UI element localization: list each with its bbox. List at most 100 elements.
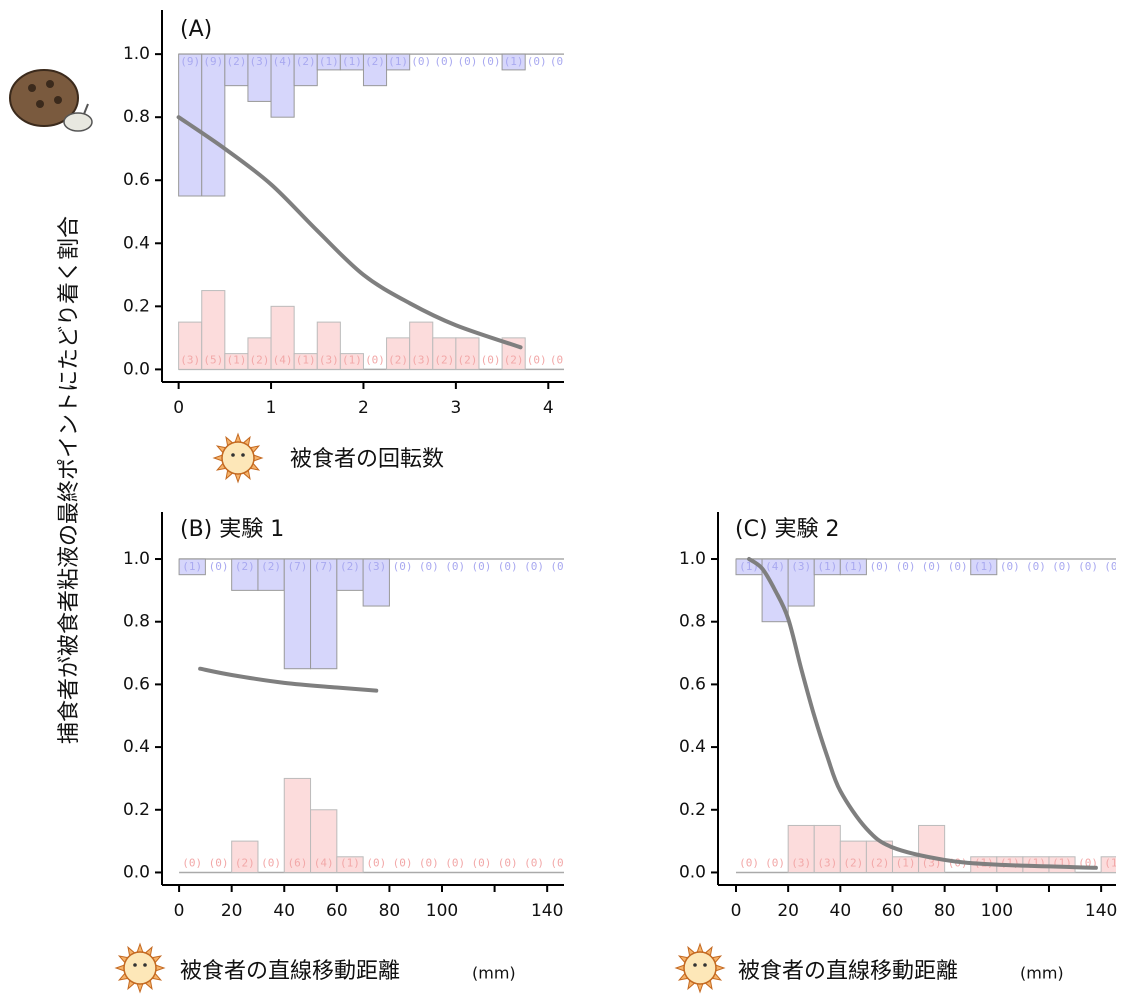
- bottom-count-label: (0): [365, 353, 385, 366]
- x-tick-label: 60: [326, 901, 348, 921]
- bottom-count-label: (0): [419, 856, 439, 869]
- y-tick-label: 0.2: [679, 800, 706, 820]
- fit-curve: [179, 117, 521, 347]
- y-tick-label: 1.0: [123, 549, 150, 569]
- bottom-count-label: (4): [273, 353, 293, 366]
- y-tick-label: 0.8: [123, 612, 150, 632]
- prey-icon-eye: [231, 453, 235, 457]
- top-bar: [284, 559, 310, 669]
- plot-area: (9)(9)(2)(3)(4)(2)(1)(1)(2)(1)(0)(0)(0)(…: [179, 54, 570, 369]
- bottom-count-label: (1): [296, 353, 316, 366]
- y-axis-label: 捕食者が被食者粘液の最終ポイントにたどり着く割合: [57, 216, 82, 744]
- y-tick-label: 0.2: [123, 800, 150, 820]
- x-tick-label: 40: [830, 901, 852, 921]
- top-count-label: (0): [472, 560, 492, 573]
- y-tick-label: 0.8: [123, 107, 150, 127]
- top-count-label: (1): [388, 55, 408, 68]
- bottom-count-label: (0): [550, 856, 570, 869]
- top-count-label: (0): [922, 560, 942, 573]
- x-tick-label: 40: [273, 901, 295, 921]
- top-count-label: (1): [319, 55, 339, 68]
- top-count-label: (0): [411, 55, 431, 68]
- bottom-count-label: (0): [366, 856, 386, 869]
- x-tick-label: 100: [426, 901, 458, 921]
- top-count-label: (1): [182, 560, 202, 573]
- bottom-count-label: (0): [472, 856, 492, 869]
- plot-area: (1) (0) (2) (2) (7) (7) (2) (3) (0) (0) (0) (0) (0) (…: [179, 559, 570, 872]
- top-bar: [311, 559, 337, 669]
- x-tick-label: 140: [531, 901, 563, 921]
- x-tick-label: 0: [173, 398, 184, 418]
- top-count-label: (0): [209, 560, 229, 573]
- x-tick-label: 80: [934, 901, 956, 921]
- top-count-label: (0): [948, 560, 968, 573]
- top-count-label: (1): [843, 560, 863, 573]
- prey-icon-eye: [241, 453, 245, 457]
- top-count-label: (0): [524, 560, 544, 573]
- bottom-count-label: (0): [182, 856, 202, 869]
- bottom-count-label: (0): [261, 856, 281, 869]
- top-count-label: (0): [1078, 560, 1098, 573]
- y-tick-label: 0.4: [123, 233, 150, 253]
- x-tick-label: 20: [777, 901, 799, 921]
- top-count-label: (2): [261, 560, 281, 573]
- bottom-count-label: (2): [843, 856, 863, 869]
- x-tick-label: 100: [981, 901, 1013, 921]
- bottom-count-label: (1): [340, 856, 360, 869]
- top-count-label: (1): [342, 55, 362, 68]
- top-count-label: (1): [817, 560, 837, 573]
- y-tick-label: 1.0: [123, 44, 150, 64]
- top-count-label: (2): [340, 560, 360, 573]
- bottom-count-label: (2): [235, 856, 255, 869]
- bottom-count-label: (0): [481, 353, 501, 366]
- y-tick-label: 1.0: [679, 549, 706, 569]
- prey-icon-eye: [693, 963, 697, 967]
- x-axis-label: 被食者の回転数: [290, 447, 444, 472]
- x-tick-label: 2: [358, 398, 369, 418]
- top-count-label: (0): [481, 55, 501, 68]
- top-count-label: (0): [1052, 560, 1072, 573]
- bottom-count-label: (2): [504, 353, 524, 366]
- top-count-label: (3): [791, 560, 811, 573]
- panel-title: (A): [180, 17, 212, 42]
- bottom-count-label: (3): [319, 353, 339, 366]
- x-tick-label: 80: [379, 901, 401, 921]
- bottom-count-label: (0): [524, 856, 544, 869]
- prey-icon-eye: [703, 963, 707, 967]
- y-tick-label: 0.6: [679, 674, 706, 694]
- prey-icon-body: [222, 442, 254, 474]
- top-count-label: (7): [314, 560, 334, 573]
- top-count-label: (0): [1000, 560, 1020, 573]
- x-axis-label: 被食者の直線移動距離: [738, 959, 958, 984]
- top-count-label: (4): [765, 560, 785, 573]
- bottom-count-label: (1): [896, 856, 916, 869]
- y-tick-label: 0.2: [123, 296, 150, 316]
- top-count-label: (0): [550, 55, 570, 68]
- bottom-count-label: (1): [342, 353, 362, 366]
- x-axis-unit: (mm): [472, 964, 516, 983]
- bottom-count-label: (0): [739, 856, 759, 869]
- bottom-count-label: (6): [287, 856, 307, 869]
- top-count-label: (2): [296, 55, 316, 68]
- x-tick-label: 140: [1085, 901, 1117, 921]
- x-tick-label: 20: [221, 901, 243, 921]
- top-count-label: (7): [287, 560, 307, 573]
- prey-icon: [676, 944, 724, 992]
- top-count-label: (0): [1104, 560, 1124, 573]
- bottom-count-label: (3): [411, 353, 431, 366]
- x-tick-label: 3: [450, 398, 461, 418]
- top-count-label: (2): [226, 55, 246, 68]
- bottom-count-label: (5): [203, 353, 223, 366]
- top-count-label: (0): [527, 55, 547, 68]
- x-tick-label: 1: [266, 398, 277, 418]
- top-count-label: (3): [366, 560, 386, 573]
- top-count-label: (2): [235, 560, 255, 573]
- bottom-count-label: (4): [314, 856, 334, 869]
- bottom-count-label: (2): [434, 353, 454, 366]
- bottom-count-label: (2): [457, 353, 477, 366]
- top-count-label: (0): [1026, 560, 1046, 573]
- y-tick-label: 0.0: [123, 862, 150, 882]
- fit-curve: [200, 669, 376, 691]
- predator-icon: [10, 70, 92, 131]
- bottom-count-label: (0): [527, 353, 547, 366]
